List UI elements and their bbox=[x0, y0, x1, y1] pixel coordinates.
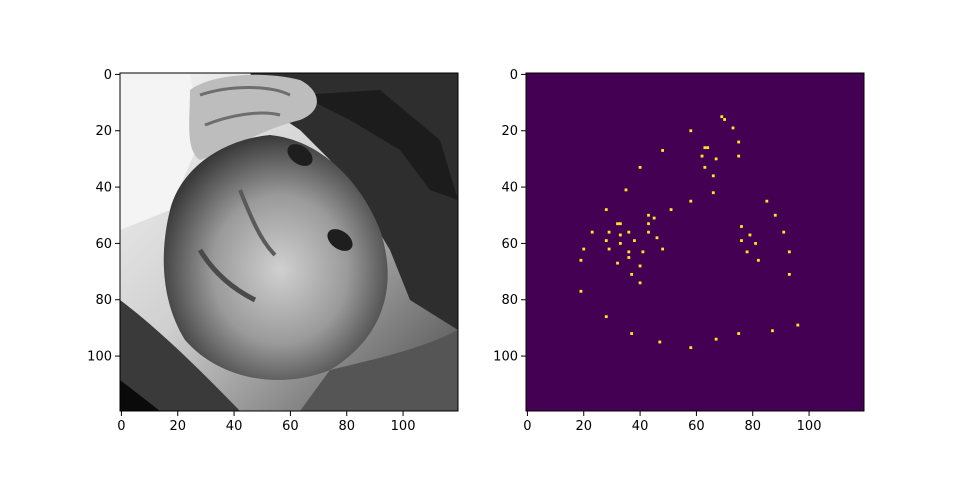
right-ytick-label: 0 bbox=[510, 68, 518, 83]
right-axis-ticks: 0 20 40 60 80 100 0 20 40 60 80 100 bbox=[493, 68, 821, 434]
heatmap-point bbox=[669, 208, 673, 212]
heatmap-point bbox=[740, 239, 743, 242]
heatmap-point bbox=[765, 199, 769, 203]
heatmap-point bbox=[711, 174, 715, 178]
left-xtick-label: 0 bbox=[117, 419, 125, 434]
heatmap-point bbox=[720, 115, 724, 119]
left-ytick-label: 20 bbox=[95, 124, 112, 139]
heatmap-point bbox=[714, 337, 718, 341]
heatmap-point bbox=[590, 230, 594, 234]
left-xtick-label: 20 bbox=[169, 419, 186, 434]
right-axes-frame bbox=[525, 72, 865, 412]
heatmap-point bbox=[607, 230, 611, 234]
heatmap-point bbox=[616, 222, 619, 226]
heatmap-point bbox=[796, 323, 800, 327]
heatmap-point bbox=[616, 261, 619, 265]
heatmap-point bbox=[773, 213, 777, 217]
heatmap-point bbox=[723, 118, 726, 121]
right-xtick-label: 40 bbox=[632, 419, 649, 434]
heatmap-point bbox=[604, 239, 608, 242]
heatmap-point bbox=[706, 146, 710, 150]
heatmap-point bbox=[647, 213, 650, 217]
heatmap-point bbox=[627, 250, 631, 254]
heatmap-point bbox=[745, 250, 749, 254]
left-xtick-label: 60 bbox=[282, 419, 299, 434]
heatmap-point bbox=[787, 272, 791, 276]
heatmap-point bbox=[787, 250, 791, 254]
right-ytick-label: 20 bbox=[501, 124, 518, 139]
heatmap-point bbox=[604, 208, 608, 212]
heatmap-point bbox=[638, 165, 642, 169]
right-heatmap-panel: 0 20 40 60 80 100 0 20 40 60 80 100 bbox=[493, 68, 865, 434]
heatmap-point bbox=[627, 230, 631, 234]
heatmap-point bbox=[689, 346, 693, 350]
heatmap-point bbox=[754, 242, 757, 245]
right-ytick-label: 40 bbox=[501, 181, 518, 196]
heatmap-point bbox=[731, 126, 735, 130]
heatmap-point bbox=[618, 222, 622, 226]
heatmap-point bbox=[579, 289, 583, 293]
right-ytick-label: 80 bbox=[501, 293, 518, 308]
left-ytick-label: 80 bbox=[95, 293, 112, 308]
heatmap-point bbox=[703, 165, 707, 169]
grayscale-face-photo bbox=[120, 73, 458, 411]
left-ytick-label: 40 bbox=[95, 181, 112, 196]
heatmap-point bbox=[655, 236, 659, 240]
heatmap-point bbox=[647, 230, 650, 234]
right-ytick-label: 60 bbox=[501, 237, 518, 252]
heatmap-point bbox=[756, 258, 760, 262]
heatmap-point bbox=[703, 146, 707, 150]
heatmap-point bbox=[630, 272, 634, 276]
left-xtick-label: 80 bbox=[338, 419, 355, 434]
heatmap-point bbox=[737, 332, 741, 335]
left-axes-frame bbox=[119, 72, 459, 412]
heatmap-point bbox=[579, 258, 583, 262]
heatmap-point bbox=[661, 247, 665, 251]
heatmap-point bbox=[711, 191, 715, 195]
heatmap-point bbox=[748, 233, 752, 237]
heatmap-point bbox=[638, 264, 642, 268]
heatmap-point bbox=[624, 188, 628, 192]
right-xtick-label: 60 bbox=[688, 419, 705, 434]
heatmap-point bbox=[782, 230, 786, 234]
heatmap-point bbox=[633, 239, 636, 242]
right-xtick-label: 80 bbox=[744, 419, 761, 434]
heatmap-point bbox=[630, 332, 634, 335]
left-ytick-label: 60 bbox=[95, 237, 112, 252]
right-xtick-label: 20 bbox=[575, 419, 592, 434]
heatmap-point bbox=[652, 216, 656, 220]
left-ytick-label: 0 bbox=[104, 68, 112, 83]
heatmap-point bbox=[618, 233, 622, 237]
heatmap-point bbox=[607, 247, 611, 251]
heatmap-point bbox=[771, 329, 774, 333]
right-ytick-label: 100 bbox=[493, 350, 518, 365]
heatmap-point bbox=[700, 154, 704, 158]
heatmap-point bbox=[689, 199, 693, 203]
left-axis-ticks: 0 20 40 60 80 100 0 20 40 60 80 100 bbox=[87, 68, 415, 434]
heatmap-point bbox=[689, 129, 693, 133]
heatmap-point bbox=[737, 154, 741, 158]
right-xtick-label: 100 bbox=[797, 419, 822, 434]
heatmap-point bbox=[647, 222, 650, 226]
heatmap-point bbox=[641, 250, 645, 254]
heatmap-point bbox=[604, 315, 608, 319]
left-xtick-label: 100 bbox=[391, 419, 416, 434]
heatmap-points bbox=[579, 115, 800, 350]
heatmap-point bbox=[658, 340, 662, 344]
heatmap-background bbox=[526, 73, 864, 411]
heatmap-point bbox=[714, 157, 718, 161]
right-xtick-label: 0 bbox=[523, 419, 531, 434]
heatmap-point bbox=[737, 140, 741, 144]
left-xtick-label: 40 bbox=[226, 419, 243, 434]
heatmap-point bbox=[627, 256, 631, 259]
heatmap-point bbox=[661, 149, 665, 152]
heatmap-point bbox=[582, 247, 586, 251]
heatmap-point bbox=[740, 225, 743, 228]
heatmap-point bbox=[618, 242, 622, 245]
left-image-panel: 0 20 40 60 80 100 0 20 40 60 80 100 bbox=[87, 68, 459, 434]
left-ytick-label: 100 bbox=[87, 350, 112, 365]
heatmap-point bbox=[638, 281, 642, 285]
